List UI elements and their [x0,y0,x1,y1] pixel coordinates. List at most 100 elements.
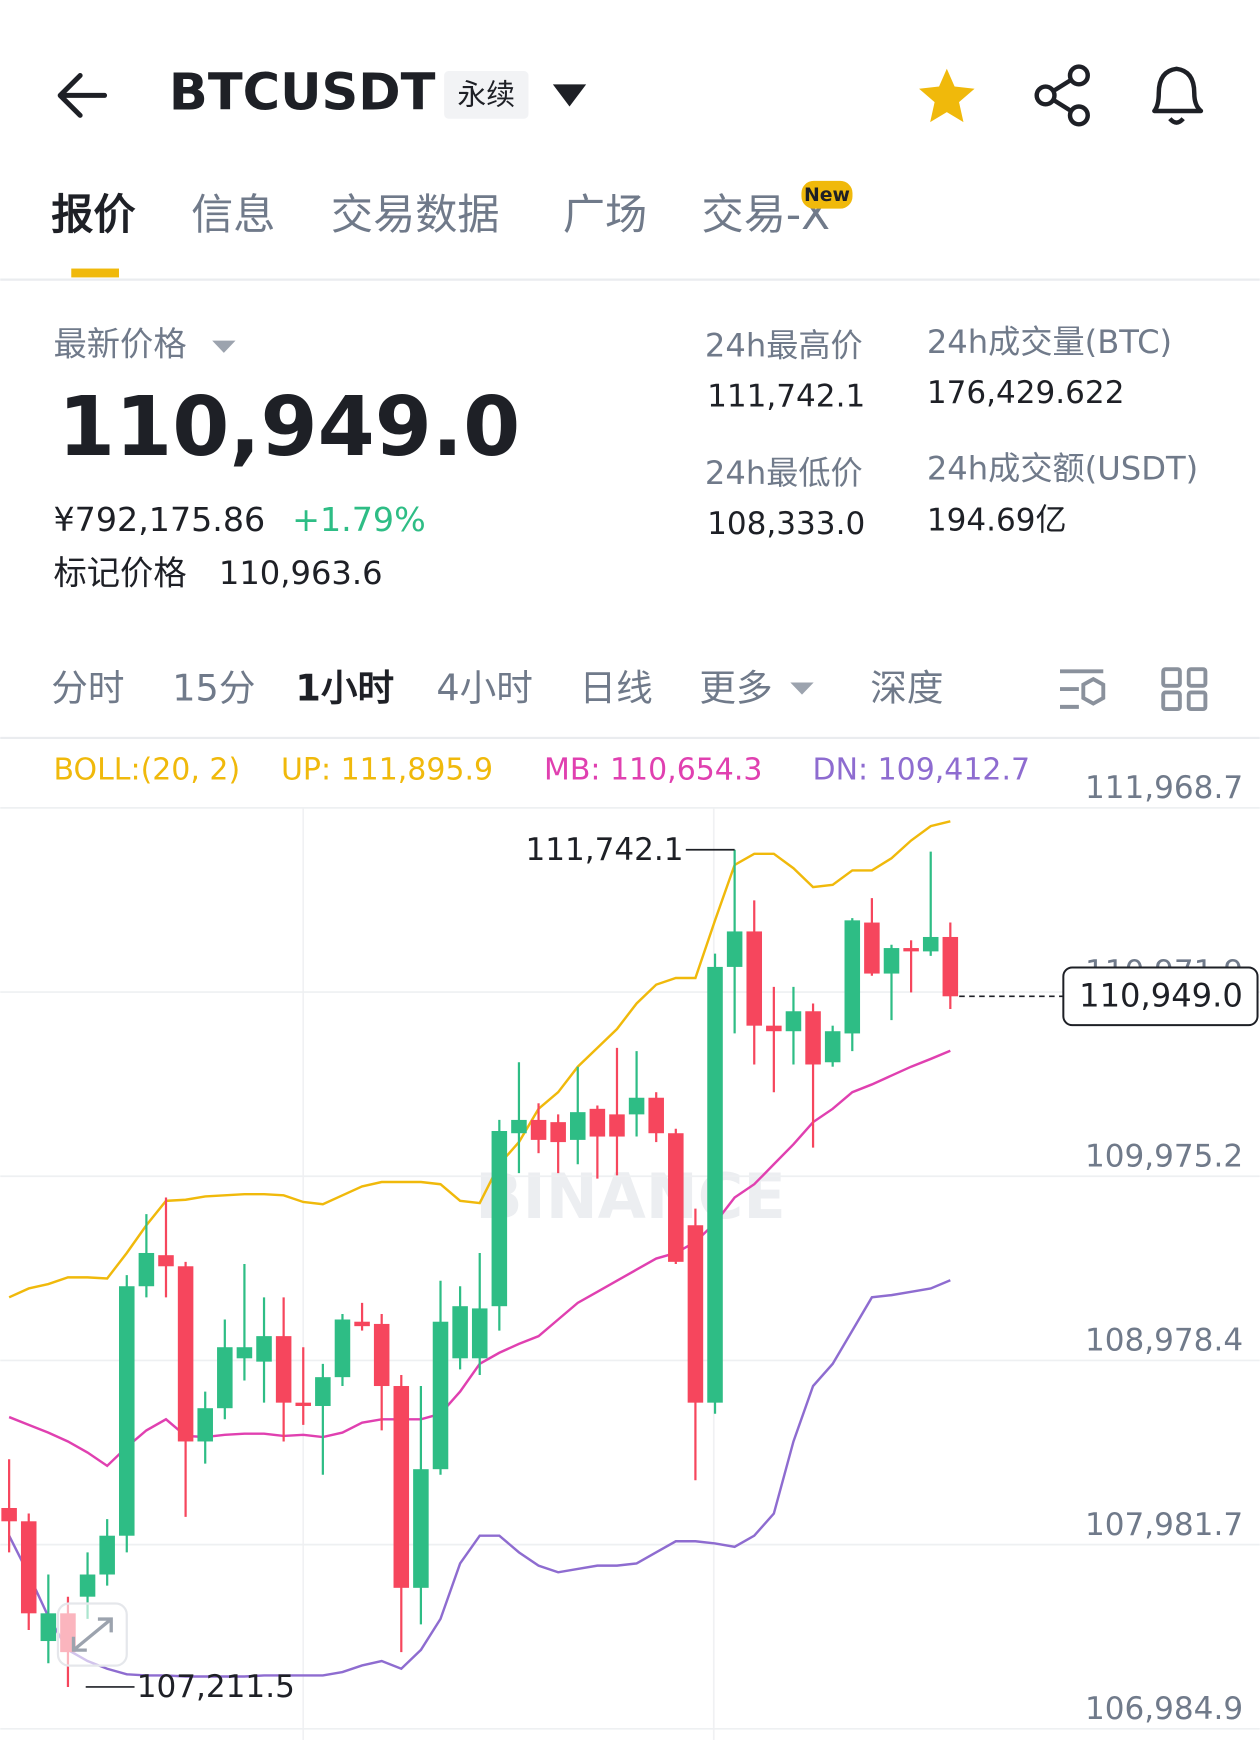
tab[interactable]: 广场 [563,190,647,239]
layout-button[interactable] [1161,667,1208,712]
fullscreen-button[interactable] [56,1602,128,1667]
stat-value: 111,742.1 [707,378,865,414]
badge-bg [444,71,529,119]
layout-cell [1186,667,1208,688]
share-node [1034,84,1057,107]
price-change: +1.79% [292,500,426,539]
candle-body [393,1386,410,1588]
last-price-box [1062,966,1259,1027]
candle-body [197,1408,213,1442]
candle-body [452,1306,468,1359]
back-button[interactable] [57,72,108,118]
stat-value: 176,429.622 [927,375,1125,411]
indicator-settings[interactable] [1060,669,1106,709]
candle-body [726,931,743,967]
candle-body [883,948,900,974]
candle-body [295,1402,312,1406]
candle-body [903,948,919,952]
contract-badge: 永续 [457,78,515,112]
layout-cell [1161,667,1182,688]
candle-body [471,1308,488,1359]
candle-body [99,1535,115,1575]
candle-body [805,1011,821,1065]
watermark: BINANCE [475,1160,786,1233]
interval[interactable]: 深度 [870,667,943,710]
bell-clapper [1168,117,1185,125]
low-label: 107,211.5 [137,1669,295,1705]
indicator-label: BOLL:(20, 2) [54,753,241,788]
share-node [1067,104,1090,127]
more-dropdown[interactable] [790,682,814,695]
mark-price: 110,963.6 [219,554,383,592]
stat-label: 24h成交量(BTC) [927,323,1172,361]
alert-button[interactable] [1152,66,1204,125]
fullscreen-icon [71,1617,113,1652]
stat-label: 24h最低价 [705,454,863,492]
candle-body [707,966,723,1403]
interval[interactable]: 4小时 [436,667,533,710]
candle-body [413,1469,429,1588]
candle-body [138,1252,155,1287]
candle-body [334,1319,351,1378]
candle-body [354,1321,370,1327]
last-price: 110,949.0 [58,380,520,475]
share-button[interactable] [1034,64,1090,127]
layout-cell [1161,690,1182,712]
interval[interactable]: 1小时 [295,667,394,710]
indicator-up: UP: 111,895.9 [281,753,493,788]
candle-body [628,1097,645,1115]
candle-body [530,1119,547,1140]
settings-lines [1060,669,1104,709]
candle-body [922,936,939,952]
candle-body [864,922,880,974]
new-badge: New [804,184,850,206]
price-label[interactable]: 最新价格 [54,325,187,364]
boll-line [8,1279,951,1678]
share-node [1067,64,1090,87]
tab[interactable]: 信息 [191,190,275,239]
candle-body [766,1025,782,1032]
candle-body [373,1323,390,1387]
candle-body [275,1336,292,1403]
interval[interactable]: 日线 [580,667,653,710]
symbol-dropdown[interactable] [552,84,587,107]
plot: 111,968.7110,971.9109,975.2108,978.4107,… [0,770,1260,1730]
last-price-label: 110,949.0 [1079,976,1243,1014]
symbol[interactable]: BTCUSDT [169,63,436,122]
tab[interactable]: 报价 [51,190,136,239]
indicator-dn: DN: 109,412.7 [813,753,1031,788]
interval[interactable]: 15分 [172,667,255,710]
candle-body [824,1031,841,1063]
candle-body [648,1097,664,1134]
candle-body [1,1507,17,1522]
interval[interactable]: 更多 [699,667,772,710]
price-dropdown[interactable] [212,340,236,353]
candle-body [785,1011,802,1032]
candle-body [158,1255,174,1267]
back-icon [57,72,108,118]
stat-value: 194.69亿 [927,503,1067,539]
cny-price: ¥792,175.86 [54,500,266,539]
share-link [1052,78,1073,113]
y-tick-label: 109,975.2 [1085,1138,1243,1174]
favorite-star[interactable] [919,68,975,123]
candle-body [687,1225,704,1403]
tab[interactable]: 交易数据 [331,190,500,239]
stat-label: 24h成交额(USDT) [927,450,1198,488]
active-tab-indicator [71,268,119,278]
indicator-mb: MB: 110,654.3 [544,753,762,788]
settings-hex [1081,676,1106,706]
y-tick-label: 106,984.9 [1085,1691,1243,1727]
candle-body [177,1266,194,1442]
candle-body [20,1521,37,1614]
stat-label: 24h最高价 [705,326,863,364]
candle-body [315,1377,331,1406]
candle-body [668,1133,684,1262]
y-tick-label: 111,968.7 [1085,770,1243,806]
candle-body [491,1131,508,1307]
high-label: 111,742.1 [525,832,683,868]
bell-icon [1152,66,1204,114]
interval[interactable]: 分时 [51,667,124,710]
candle-body [432,1321,449,1470]
